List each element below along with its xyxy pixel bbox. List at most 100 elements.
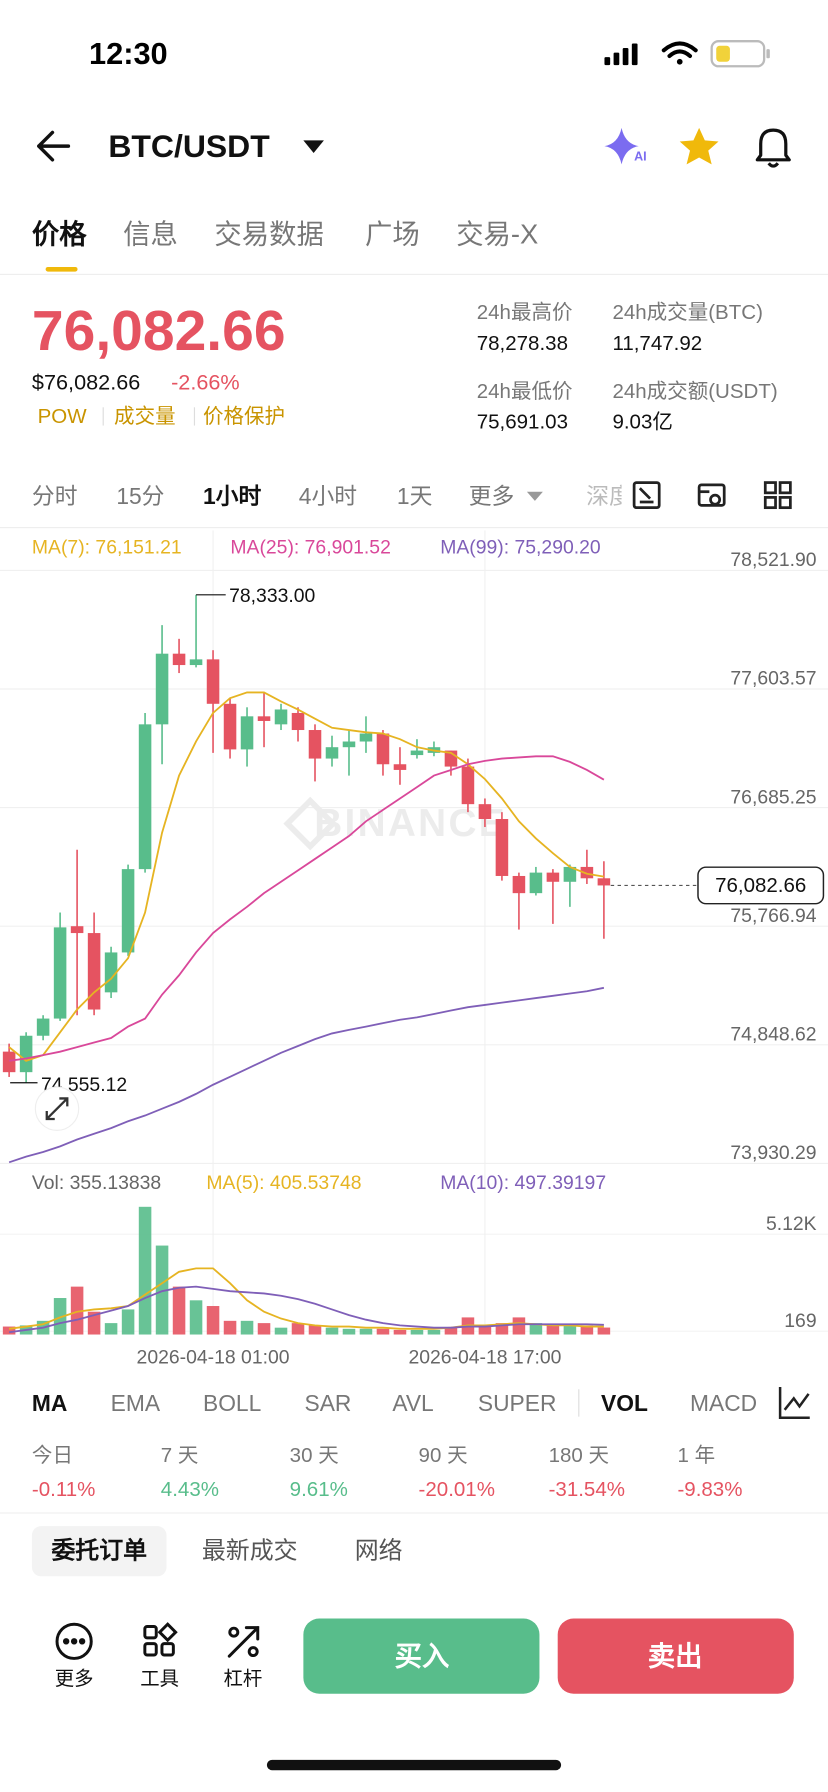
indicator-tab[interactable]: EMA [111, 1390, 161, 1416]
indicator-tab[interactable]: MACD [690, 1390, 757, 1416]
indicator-tab[interactable]: SUPER [478, 1390, 557, 1416]
ai-button[interactable]: AI [604, 127, 647, 165]
tag-separator [193, 407, 196, 426]
interval[interactable]: 更多 [469, 483, 515, 509]
indicator-tab[interactable]: MA [32, 1390, 67, 1416]
candle-body [529, 872, 543, 894]
y-tick-label: 75,766.94 [730, 905, 816, 927]
candle-body [257, 716, 271, 721]
indicator-tab[interactable]: AVL [392, 1390, 433, 1416]
candle-body [223, 703, 237, 750]
interval[interactable]: 4小时 [299, 483, 357, 509]
candle-body [393, 764, 407, 770]
volume-ma-line [9, 1267, 604, 1330]
back-button[interactable] [37, 130, 71, 162]
y-tick-label: 5.12K [766, 1213, 817, 1235]
candle-body [461, 766, 475, 805]
candle-body [2, 1051, 16, 1073]
stat-value: 75,691.03 [477, 411, 568, 434]
candle-body [563, 866, 577, 882]
tab[interactable]: 交易-X [456, 218, 538, 249]
order-tab[interactable]: 网络 [355, 1538, 403, 1565]
return-label: 1 年 [677, 1444, 715, 1467]
interval[interactable]: 1小时 [203, 483, 261, 509]
volume-bar [359, 1328, 373, 1335]
return-value: 4.43% [161, 1478, 219, 1501]
interval[interactable]: 1天 [397, 483, 433, 509]
status-time: 12:30 [89, 36, 168, 71]
return-value: -31.54% [549, 1478, 625, 1501]
volume-bar [563, 1325, 577, 1335]
tab-indicator [45, 267, 78, 272]
volume-bar [376, 1328, 390, 1335]
volume-bar [189, 1300, 203, 1335]
return-label: 180 天 [549, 1444, 609, 1467]
pair-caret[interactable] [303, 140, 324, 153]
indicator-tab[interactable]: SAR [305, 1390, 352, 1416]
y-tick-label: 78,521.90 [730, 549, 816, 571]
stat-value: 9.03亿 [612, 411, 672, 434]
tab[interactable]: 信息 [123, 218, 178, 249]
order-tab[interactable]: 最新成交 [202, 1538, 298, 1565]
sell-button[interactable] [557, 1618, 794, 1694]
volume-bar [291, 1323, 305, 1335]
tab[interactable]: 交易数据 [214, 218, 323, 249]
interval[interactable]: 15分 [116, 483, 164, 509]
volume-bar [206, 1306, 220, 1335]
volume-bar [597, 1327, 611, 1335]
ma-legend: MA(25): 76,901.52 [230, 537, 390, 559]
stat-label: 24h成交额(USDT) [612, 380, 777, 403]
volume-ma-legend: MA(5): 405.53748 [206, 1172, 361, 1194]
return-label: 90 天 [419, 1444, 468, 1467]
return-label: 30 天 [290, 1444, 339, 1467]
volume-bar [495, 1323, 509, 1335]
candle-body [172, 653, 186, 666]
candle-body [121, 869, 135, 953]
indicator-tab[interactable]: VOL [601, 1390, 648, 1416]
volume-bar [444, 1327, 458, 1335]
volume-bar [155, 1245, 169, 1335]
indicator-separator [578, 1389, 580, 1417]
candle-body [359, 733, 373, 742]
candle-body [138, 724, 152, 870]
sell-label: 卖出 [648, 1641, 703, 1672]
usd-price: $76,082.66 [32, 370, 140, 395]
high-label: 78,333.00 [229, 585, 315, 607]
interval[interactable]: 分时 [32, 483, 78, 509]
tag-separator [102, 407, 104, 426]
tag[interactable]: 成交量 [114, 405, 176, 428]
chart-tool-icons[interactable] [632, 481, 792, 510]
order-tab[interactable]: 委托订单 [51, 1538, 147, 1565]
return-value: -20.01% [419, 1478, 495, 1501]
volume-bar [53, 1298, 67, 1335]
ai-label: AI [634, 149, 647, 163]
stat-label: 24h最高价 [477, 301, 573, 324]
signal-icon [604, 43, 638, 66]
candle-body [206, 659, 220, 704]
return-label: 7 天 [161, 1444, 199, 1467]
candle-body [19, 1035, 33, 1073]
tag[interactable]: 价格保护 [203, 405, 285, 428]
buy-button[interactable] [303, 1618, 540, 1694]
favorite-star[interactable] [679, 127, 719, 165]
tab[interactable]: 广场 [365, 218, 420, 249]
alert-bell[interactable] [755, 128, 791, 168]
indicator-settings[interactable] [778, 1386, 810, 1420]
indicator-tab[interactable]: BOLL [203, 1390, 261, 1416]
volume-bar [87, 1311, 101, 1335]
candle-body [342, 741, 356, 748]
leverage-icon[interactable] [227, 1626, 260, 1658]
ma-line [8, 691, 605, 1062]
stat-value: 11,747.92 [612, 332, 702, 355]
tag[interactable]: POW [38, 405, 88, 428]
volume-bar [257, 1323, 271, 1335]
more-icon[interactable] [55, 1622, 93, 1660]
volume-ma-legend: MA(10): 497.39197 [440, 1172, 606, 1194]
volume-bar [546, 1325, 560, 1335]
tab[interactable]: 价格 [32, 218, 87, 249]
tools-icon[interactable] [143, 1622, 178, 1657]
divider [0, 273, 828, 275]
battery-icon [710, 40, 770, 68]
pair-title[interactable]: BTC/USDT [108, 128, 270, 164]
